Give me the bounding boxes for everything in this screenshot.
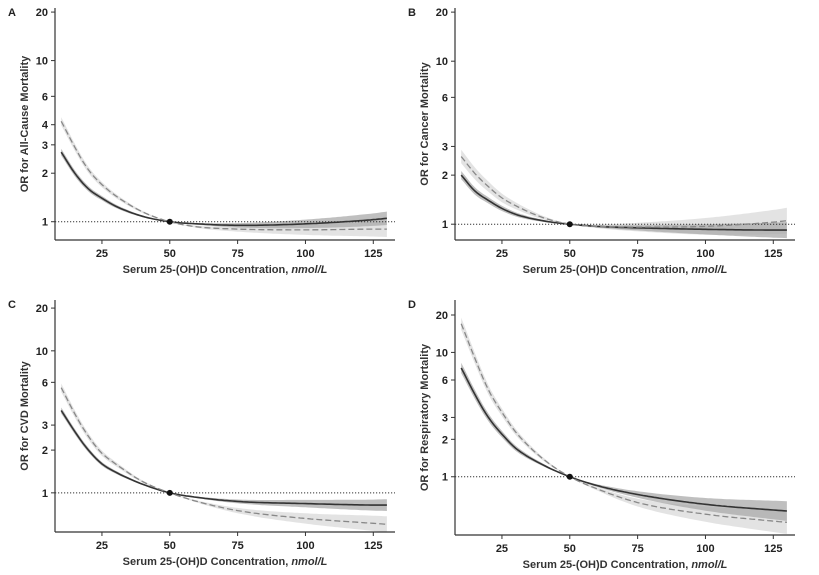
panel-b: 25 50 75 100 125 1 2 3 6 10 20 B OR for Cancer Morta…: [408, 7, 795, 276]
y-tick-label: 3: [442, 412, 448, 424]
y-tick-label: 6: [42, 91, 48, 103]
panel-c: 25 50 75 100 125 1 2 3 6 10 20 C OR for CVD Mortalit…: [8, 299, 395, 568]
x-axis-label: Serum 25-(OH)D Concentration, nmol/L: [123, 556, 328, 568]
x-axis-label-text: Serum 25-(OH)D Concentration,: [523, 559, 692, 571]
x-tick-label: 50: [564, 543, 576, 555]
y-tick-label: 2: [42, 168, 48, 180]
y-tick-label: 2: [442, 434, 448, 446]
x-tick-label: 125: [364, 248, 382, 260]
x-tick-label: 50: [564, 248, 576, 260]
x-tick-label: 75: [631, 543, 643, 555]
reference-point: [166, 489, 173, 496]
y-tick-label: 6: [442, 375, 448, 387]
x-tick-label: 125: [764, 543, 782, 555]
x-tick-label: 100: [296, 540, 314, 552]
x-axis-label-text: Serum 25-(OH)D Concentration,: [523, 264, 692, 276]
y-tick-label: 10: [36, 56, 48, 68]
x-axis-label-unit: nmol/L: [291, 264, 327, 276]
y-tick-label: 2: [42, 445, 48, 457]
x-axis-label-unit: nmol/L: [291, 556, 327, 568]
y-axis-label: OR for CVD Mortality: [19, 360, 31, 470]
x-tick-label: 75: [231, 248, 243, 260]
y-tick-label: 20: [36, 303, 48, 315]
x-axis-label-text: Serum 25-(OH)D Concentration,: [123, 556, 292, 568]
x-tick-label: 100: [696, 543, 714, 555]
series-line-dashed: [460, 156, 787, 228]
series-line-solid: [60, 410, 387, 506]
ci-band-dashed: [461, 149, 787, 235]
x-axis-label: Serum 25-(OH)D Concentration, nmol/L: [523, 264, 728, 276]
y-tick-label: 20: [436, 7, 448, 19]
series-line-dashed: [460, 323, 787, 523]
panel-d: 25 50 75 100 125 1 2 3 6 10 20 D OR for Respiratory …: [408, 299, 795, 571]
y-tick-label: 10: [36, 346, 48, 358]
x-tick-label: 25: [96, 540, 108, 552]
x-tick-label: 25: [496, 248, 508, 260]
y-tick-label: 2: [442, 170, 448, 182]
x-tick-label: 100: [296, 248, 314, 260]
x-tick-label: 25: [496, 543, 508, 555]
series-line-solid: [460, 367, 787, 512]
y-tick-label: 3: [442, 141, 448, 153]
x-tick-label: 100: [696, 248, 714, 260]
y-tick-label: 4: [42, 120, 49, 132]
y-tick-label: 6: [442, 92, 448, 104]
y-tick-label: 10: [436, 347, 448, 359]
panel-letter: B: [408, 7, 416, 19]
ci-band-solid: [61, 148, 387, 229]
x-tick-label: 25: [96, 248, 108, 260]
x-tick-label: 75: [231, 540, 243, 552]
ci-band-solid: [461, 362, 787, 521]
y-tick-label: 10: [436, 56, 448, 68]
y-tick-label: 20: [436, 310, 448, 322]
x-axis-label-unit: nmol/L: [691, 264, 727, 276]
y-tick-label: 3: [42, 140, 48, 152]
series-line-dashed: [60, 120, 387, 231]
series-line-solid: [60, 151, 387, 227]
y-axis-label: OR for Respiratory Mortality: [419, 343, 431, 491]
reference-point: [566, 221, 573, 228]
y-tick-label: 20: [36, 7, 48, 19]
x-axis-label-text: Serum 25-(OH)D Concentration,: [123, 264, 292, 276]
x-tick-label: 125: [764, 248, 782, 260]
y-tick-label: 3: [42, 420, 48, 432]
y-tick-label: 1: [42, 488, 48, 500]
x-tick-label: 50: [164, 540, 176, 552]
panel-a: 25 50 75 100 125 1 2 3 4 6 10 20 A OR for All-Cause M…: [8, 7, 395, 276]
x-axis-label: Serum 25-(OH)D Concentration, nmol/L: [123, 264, 328, 276]
y-axis-label: OR for Cancer Mortality: [419, 61, 431, 185]
y-tick-label: 1: [442, 219, 448, 231]
x-tick-label: 125: [364, 540, 382, 552]
series-line-dashed: [60, 387, 387, 525]
reference-point: [566, 473, 573, 480]
y-axis-label: OR for All-Cause Mortality: [19, 55, 31, 192]
x-axis-label: Serum 25-(OH)D Concentration, nmol/L: [523, 559, 728, 571]
panel-letter: C: [8, 299, 16, 311]
y-tick-label: 1: [42, 217, 48, 229]
panel-letter: D: [408, 299, 416, 311]
reference-point: [166, 218, 173, 225]
x-tick-label: 75: [631, 248, 643, 260]
x-axis-label-unit: nmol/L: [691, 559, 727, 571]
y-tick-label: 1: [442, 472, 448, 484]
ci-band-dashed: [61, 383, 387, 533]
y-tick-label: 6: [42, 377, 48, 389]
x-tick-label: 50: [164, 248, 176, 260]
ci-band-solid: [61, 407, 387, 511]
panel-letter: A: [8, 7, 16, 19]
